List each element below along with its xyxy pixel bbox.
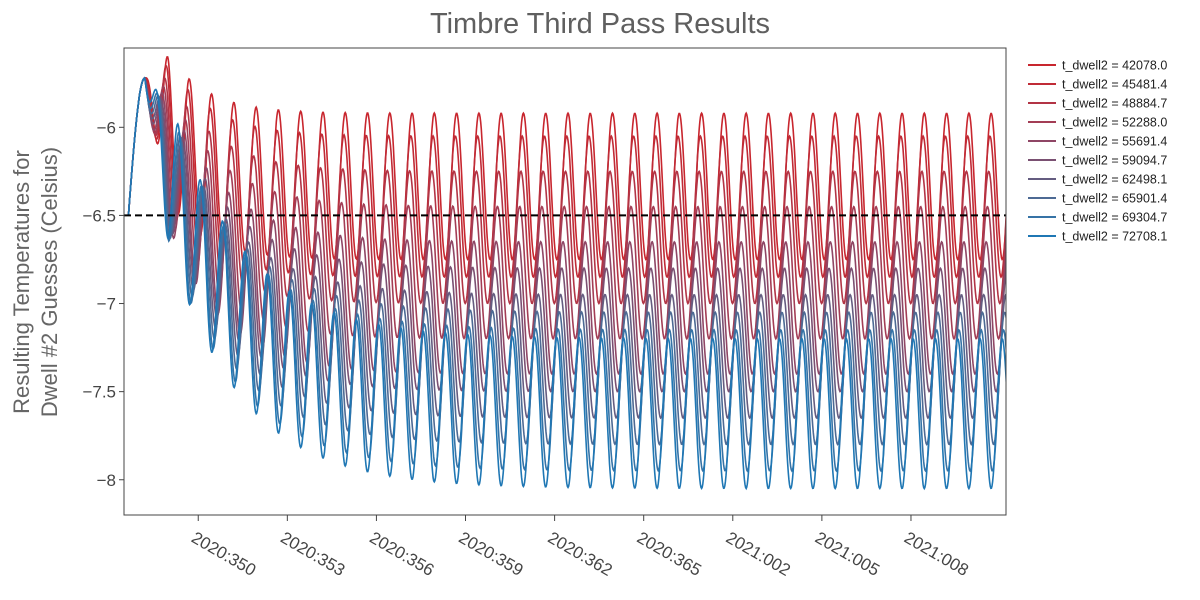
y-tick-label-4: −7.5 bbox=[82, 383, 116, 402]
x-tick-label-3: 2020:356 bbox=[366, 528, 437, 580]
x-tick-label-1: 2020:350 bbox=[188, 528, 259, 580]
legend-label-5: t_dwell2 = 55691.4 bbox=[1062, 135, 1167, 149]
x-tick-label-4: 2020:359 bbox=[456, 528, 527, 580]
chart-title: Timbre Third Pass Results bbox=[430, 8, 770, 40]
series-line-7 bbox=[127, 76, 1006, 420]
x-tick-label-6: 2020:365 bbox=[634, 528, 705, 580]
series-layer bbox=[127, 55, 1006, 491]
legend-label-8: t_dwell2 = 65901.4 bbox=[1062, 192, 1167, 206]
legend-label-6: t_dwell2 = 59094.7 bbox=[1062, 154, 1167, 168]
legend-label-4: t_dwell2 = 52288.0 bbox=[1062, 116, 1167, 130]
legend-label-7: t_dwell2 = 62498.1 bbox=[1062, 173, 1167, 187]
y-axis-label-line-1: Resulting Temperatures for bbox=[9, 150, 34, 414]
y-tick-label-2: −6.5 bbox=[82, 206, 116, 225]
y-tick-label-1: −6 bbox=[97, 118, 116, 137]
y-tick-label-3: −7 bbox=[97, 295, 116, 314]
y-axis-label: Resulting Temperatures for Dwell #2 Gues… bbox=[9, 147, 62, 417]
legend-label-3: t_dwell2 = 48884.7 bbox=[1062, 97, 1167, 111]
legend: t_dwell2 = 42078.0 t_dwell2 = 45481.4 t_dw… bbox=[1028, 59, 1167, 244]
x-tick-label-5: 2020:362 bbox=[545, 528, 616, 580]
y-axis-label-line-2: Dwell #2 Guesses (Celsius) bbox=[37, 147, 62, 417]
x-tick-label-2: 2020:353 bbox=[277, 528, 348, 580]
series-line-6 bbox=[127, 76, 1006, 393]
x-tick-label-8: 2021:005 bbox=[812, 528, 883, 580]
legend-label-10: t_dwell2 = 72708.1 bbox=[1062, 230, 1167, 244]
legend-label-1: t_dwell2 = 42078.0 bbox=[1062, 59, 1167, 73]
x-tick-label-7: 2021:002 bbox=[723, 528, 794, 580]
y-axis: −6 −6.5 −7 −7.5 −8 bbox=[82, 118, 124, 490]
series-line-5 bbox=[127, 76, 1006, 376]
y-tick-label-5: −8 bbox=[97, 471, 116, 490]
x-tick-label-9: 2021:008 bbox=[901, 528, 972, 580]
x-axis: 2020:350 2020:353 2020:356 2020:359 2020:362… bbox=[188, 515, 972, 580]
series-line-3 bbox=[127, 76, 1006, 306]
legend-label-2: t_dwell2 = 45481.4 bbox=[1062, 78, 1167, 92]
series-line-2 bbox=[127, 64, 1006, 279]
plot-area-frame bbox=[123, 47, 1007, 516]
legend-label-9: t_dwell2 = 69304.7 bbox=[1062, 211, 1167, 225]
series-line-10 bbox=[127, 76, 1006, 491]
series-line-4 bbox=[127, 76, 1006, 341]
series-line-8 bbox=[127, 76, 1006, 447]
